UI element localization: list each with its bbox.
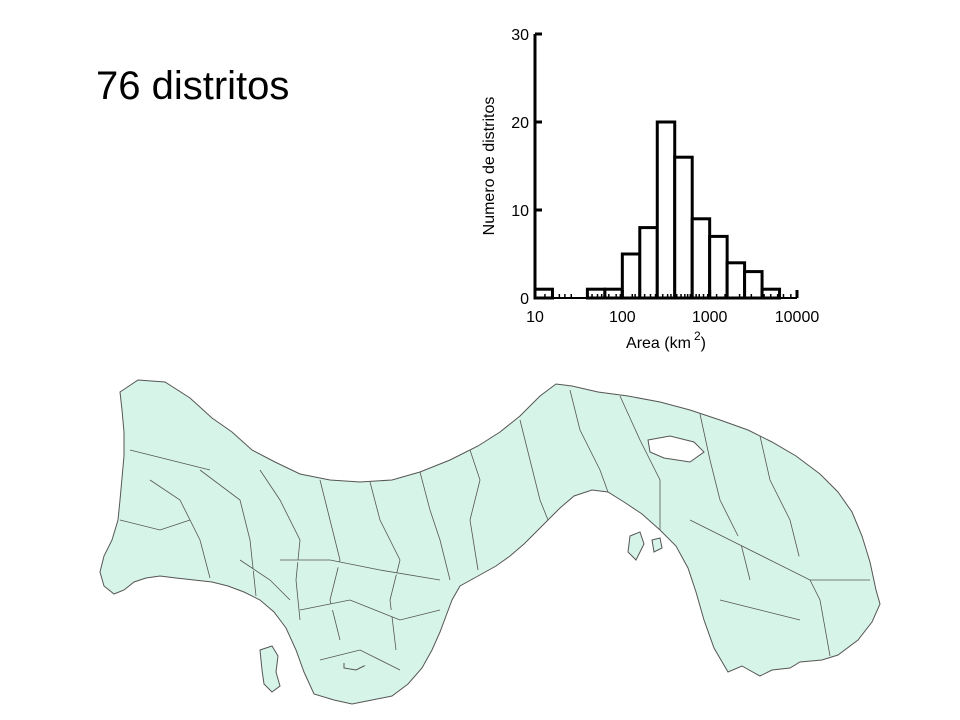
district-boundary [689, 519, 870, 581]
district-boundary [619, 395, 661, 530]
island-coiba [259, 645, 281, 693]
x-axis-label-text: Area (km [626, 335, 691, 352]
inland-lake [647, 435, 705, 463]
y-ticks: 0 10 20 30 [511, 27, 542, 308]
district-boundary [119, 519, 191, 531]
x-tick-label: 10000 [775, 309, 820, 326]
district-boundary [280, 559, 441, 581]
district-boundaries [119, 389, 870, 671]
y-tick-label: 30 [511, 27, 529, 44]
x-axis-label-close: ) [701, 335, 706, 352]
map-layer [99, 379, 881, 705]
district-boundary [299, 599, 441, 621]
y-tick-label: 10 [511, 203, 529, 220]
y-tick-label: 20 [511, 115, 529, 132]
district-boundary [519, 419, 549, 521]
district-boundary [319, 649, 401, 671]
rug-ticks [544, 294, 792, 299]
y-axis-label: Numero de distritos [481, 97, 498, 236]
district-boundary [569, 389, 609, 493]
x-tick-label: 1000 [692, 309, 728, 326]
district-boundary [419, 471, 451, 581]
island-pearl [627, 531, 645, 561]
slide-title: 76 distritos [96, 64, 290, 108]
district-boundary [719, 599, 801, 621]
x-ticks: 10 100 1000 10000 [526, 290, 819, 326]
x-tick-label: 10 [526, 309, 544, 326]
panama-mainland [99, 379, 881, 705]
x-axis-label: Area (km 2) [626, 329, 706, 352]
district-boundary [759, 435, 831, 657]
district-boundary [259, 469, 301, 621]
district-boundary [199, 469, 257, 597]
y-tick-label: 0 [520, 291, 529, 308]
district-boundary [469, 449, 481, 571]
district-boundary [129, 449, 211, 471]
island-pearl-2 [651, 537, 663, 553]
x-axis-label-superscript: 2 [694, 329, 701, 343]
histogram-bars [533, 120, 797, 300]
district-boundary [239, 559, 291, 601]
x-tick-label: 100 [609, 309, 636, 326]
